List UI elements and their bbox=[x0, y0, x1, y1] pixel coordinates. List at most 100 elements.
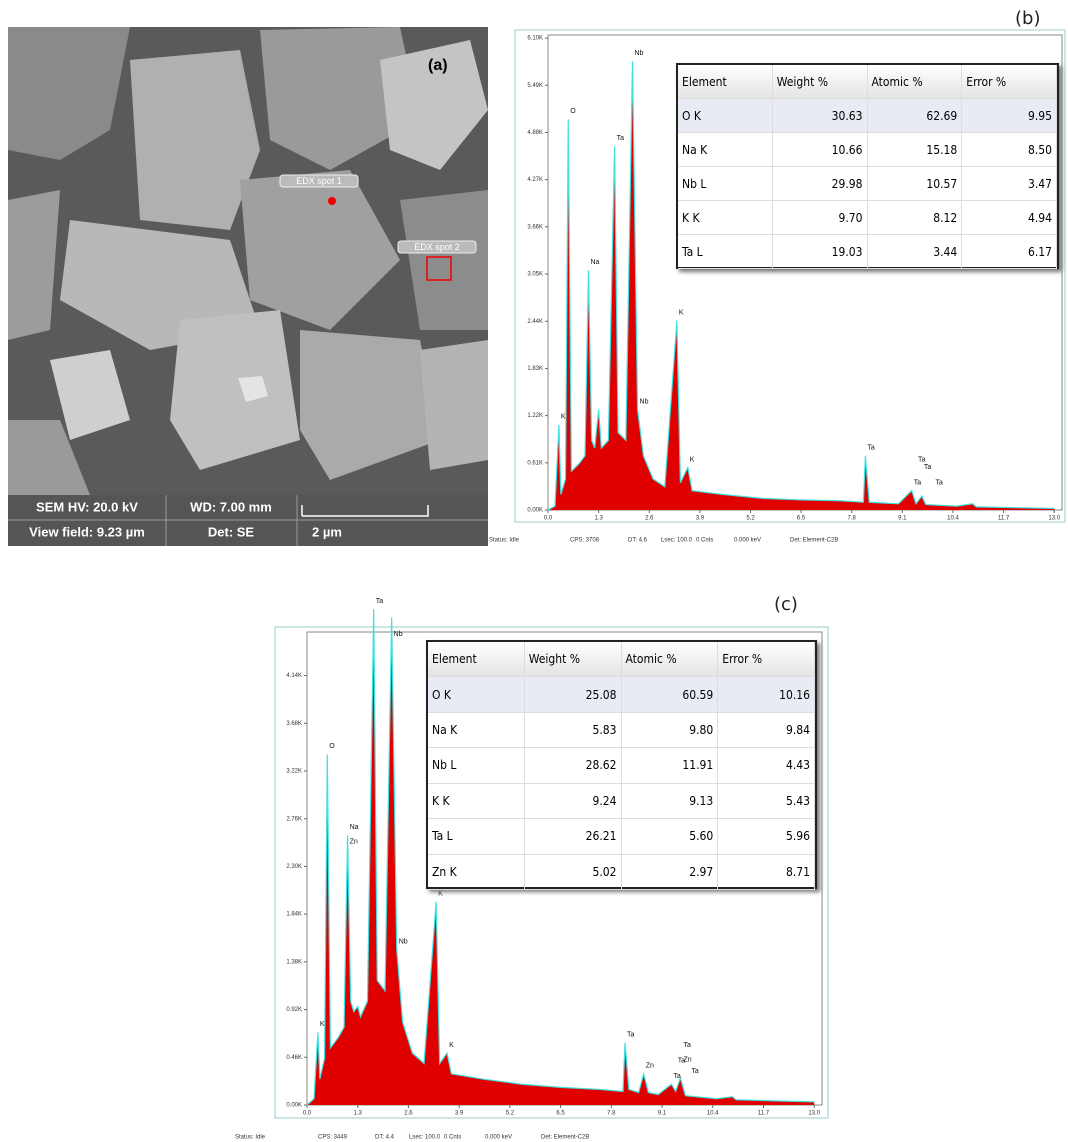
peak-label: K bbox=[561, 414, 566, 421]
header-cell: Error % bbox=[962, 65, 1057, 98]
y-tick-label: 3.68K bbox=[286, 721, 302, 727]
data-table: Element Weight % Atomic % Error % O K 30.63 62… bbox=[676, 63, 1059, 269]
panel-label: (c) bbox=[774, 594, 798, 615]
peak-label: Ta bbox=[673, 1073, 681, 1080]
peak-label: Na bbox=[590, 259, 599, 266]
status-text: 0 Cnts bbox=[444, 1135, 461, 1141]
table-cell: 9.80 bbox=[622, 712, 719, 748]
status-text: CPS: 3708 bbox=[570, 538, 600, 544]
header-cell: Atomic % bbox=[622, 642, 719, 677]
x-tick-label: 0.0 bbox=[303, 1111, 312, 1117]
table-cell: Nb L bbox=[678, 167, 773, 200]
y-tick-label: 4.14K bbox=[286, 673, 302, 679]
header-cell: Element bbox=[678, 65, 773, 98]
table-cell: 10.57 bbox=[868, 167, 963, 200]
peak-label: K bbox=[320, 1021, 325, 1028]
x-tick-label: 6.5 bbox=[797, 516, 806, 522]
table-cell: 8.12 bbox=[868, 201, 963, 234]
table-cell: Ta L bbox=[428, 819, 525, 854]
spot-tag bbox=[397, 240, 477, 254]
peak-label: Ta bbox=[867, 445, 875, 452]
peak-label: Ta bbox=[924, 464, 932, 471]
table-cell: O K bbox=[678, 99, 773, 132]
table-cell: 15.18 bbox=[868, 133, 963, 166]
status-text: Status: Idle bbox=[235, 1135, 266, 1141]
table-cell: 11.91 bbox=[622, 748, 719, 783]
spectrum-outline bbox=[306, 609, 815, 1106]
status-text: Det: Element-C2B bbox=[541, 1135, 589, 1141]
table-cell: K K bbox=[678, 201, 773, 234]
x-tick-label: 5.2 bbox=[506, 1111, 515, 1117]
table-cell: 4.94 bbox=[962, 201, 1057, 234]
peak-label: Ta bbox=[376, 598, 384, 605]
table-cell: 3.44 bbox=[868, 235, 963, 268]
peak-label: K bbox=[449, 1042, 454, 1049]
table-cell: 8.71 bbox=[718, 854, 815, 889]
x-tick-label: 13.0 bbox=[1048, 516, 1060, 522]
x-tick-label: 1.3 bbox=[594, 516, 603, 522]
y-tick-label: 2.76K bbox=[286, 816, 302, 822]
x-tick-label: 1.3 bbox=[354, 1111, 363, 1117]
peak-label: Nb bbox=[640, 398, 649, 405]
x-tick-label: 0.0 bbox=[544, 516, 553, 522]
y-tick-label: 4.88K bbox=[527, 130, 543, 136]
table-cell: Na K bbox=[428, 712, 525, 748]
status-text: DT: 4.6 bbox=[628, 538, 648, 544]
sem-info: WD: 7.00 mm bbox=[190, 499, 272, 514]
table-cell: O K bbox=[428, 677, 525, 712]
peak-label: Nb bbox=[394, 631, 403, 638]
header-cell: Element bbox=[428, 642, 525, 677]
status-text: 0 Cnts bbox=[696, 538, 713, 544]
peak-label: Ta bbox=[627, 1032, 635, 1039]
y-tick-label: 2.44K bbox=[527, 319, 543, 325]
panel-label: (b) bbox=[1015, 8, 1041, 29]
sem-info: Det: SE bbox=[208, 524, 255, 539]
y-tick-label: 0.46K bbox=[286, 1055, 302, 1061]
x-tick-label: 3.9 bbox=[696, 516, 705, 522]
table-row: Nb L 29.98 10.57 3.47 bbox=[678, 167, 1057, 201]
x-tick-label: 9.1 bbox=[898, 516, 907, 522]
peak-label: K bbox=[679, 309, 684, 316]
table-cell: 10.16 bbox=[718, 677, 815, 712]
header-cell: Error % bbox=[718, 642, 815, 677]
x-tick-label: 9.1 bbox=[658, 1111, 667, 1117]
peak-label: Ta bbox=[914, 480, 922, 487]
y-tick-label: 1.22K bbox=[527, 413, 543, 419]
sem-info: View field: 9.23 µm bbox=[29, 524, 145, 539]
peak-label: Zn bbox=[350, 839, 358, 846]
table-cell: 3.47 bbox=[962, 167, 1057, 200]
peak-label: Ta bbox=[918, 456, 926, 463]
status-text: Lsec: 100.0 bbox=[661, 538, 693, 544]
table-cell: 2.97 bbox=[622, 854, 719, 889]
table-cell: 9.95 bbox=[962, 99, 1057, 132]
table-cell: 26.21 bbox=[525, 819, 622, 854]
x-tick-label: 6.5 bbox=[556, 1111, 565, 1117]
table-cell: 29.98 bbox=[773, 167, 868, 200]
header-cell: Atomic % bbox=[868, 65, 963, 98]
y-tick-label: 1.83K bbox=[527, 366, 543, 372]
table-cell: 62.69 bbox=[868, 99, 963, 132]
table-row: K K 9.70 8.12 4.94 bbox=[678, 201, 1057, 235]
peak-label: Zn bbox=[684, 1057, 692, 1064]
y-tick-label: 2.30K bbox=[286, 864, 302, 870]
table-cell: K K bbox=[428, 783, 525, 819]
table-cell: 28.62 bbox=[525, 748, 622, 783]
spot-label: EDX spot 1 bbox=[296, 176, 342, 186]
spectrum-area bbox=[548, 61, 1055, 511]
x-tick-label: 10.4 bbox=[707, 1111, 719, 1117]
table-cell: Na K bbox=[678, 133, 773, 166]
sem-info: 2 µm bbox=[312, 524, 342, 539]
table-cell: 60.59 bbox=[622, 677, 719, 712]
table-cell: 5.60 bbox=[622, 819, 719, 854]
x-tick-label: 11.7 bbox=[998, 516, 1010, 522]
data-table: Element Weight % Atomic % Error % O K 25.08 60… bbox=[426, 640, 817, 890]
x-tick-label: 7.8 bbox=[607, 1111, 616, 1117]
table-cell: 6.17 bbox=[962, 235, 1057, 268]
panel-label: (a) bbox=[428, 57, 448, 74]
table-row: Nb L 28.62 11.91 4.43 bbox=[428, 748, 815, 784]
y-tick-label: 4.27K bbox=[527, 177, 543, 183]
table-cell: 5.02 bbox=[525, 854, 622, 889]
status-text: DT: 4.4 bbox=[375, 1135, 395, 1141]
table-row: O K 25.08 60.59 10.16 bbox=[428, 677, 815, 713]
header-cell: Weight % bbox=[525, 642, 622, 677]
